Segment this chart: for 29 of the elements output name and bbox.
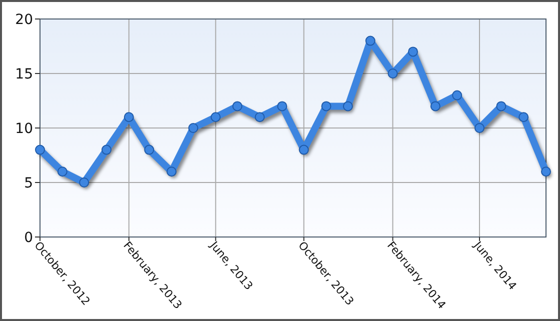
point xyxy=(124,112,134,122)
point xyxy=(496,101,506,112)
y-tick-label: 20 xyxy=(15,12,33,28)
point xyxy=(210,112,221,122)
point xyxy=(102,144,112,155)
y-tick-label: 5 xyxy=(24,175,33,192)
y-tick-label: 10 xyxy=(15,120,33,137)
point xyxy=(188,123,198,133)
point xyxy=(232,101,242,112)
point xyxy=(452,90,462,100)
point xyxy=(166,166,177,177)
point xyxy=(144,144,154,155)
y-tick-label: 15 xyxy=(15,66,33,82)
point xyxy=(254,112,265,122)
point xyxy=(408,46,418,57)
point xyxy=(388,68,398,78)
point xyxy=(35,144,45,155)
point xyxy=(277,101,288,112)
point xyxy=(541,166,551,177)
point xyxy=(321,101,332,112)
point xyxy=(474,123,484,133)
point xyxy=(430,101,440,112)
point xyxy=(57,166,68,177)
point xyxy=(342,101,353,112)
y-tick-label: 0 xyxy=(24,230,33,246)
point xyxy=(298,144,309,155)
point xyxy=(365,36,376,46)
point xyxy=(518,112,529,122)
point xyxy=(79,178,90,188)
